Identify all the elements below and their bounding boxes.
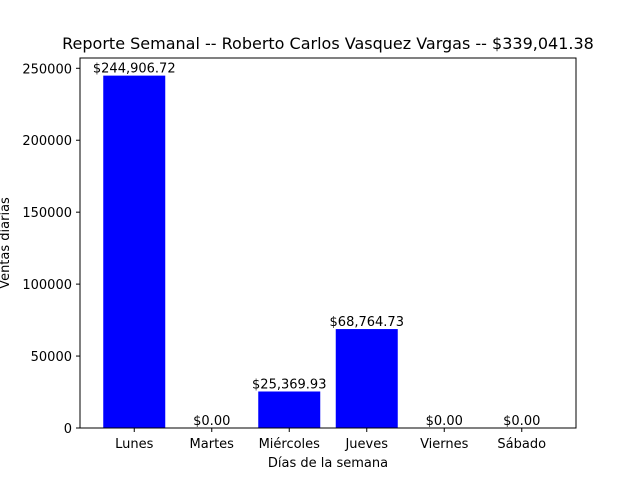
bar-0 (103, 75, 166, 429)
data-label-0: $244,906.72 (93, 62, 176, 77)
bar-3 (335, 329, 398, 428)
y-tick-label-0: 0 (64, 422, 72, 437)
y-axis-label: Ventas diarias (0, 197, 13, 289)
x-tick-label-4: Viernes (420, 437, 469, 452)
y-axis: 0 50000 100000 150000 200000 250000 (22, 62, 80, 437)
data-label-5: $0.00 (503, 414, 540, 429)
data-label-4: $0.00 (426, 414, 463, 429)
x-axis-label: Días de la semana (268, 456, 388, 471)
x-axis: Lunes Martes Miércoles Jueves Viernes Sábado (115, 428, 546, 452)
data-label-2: $25,369.93 (252, 377, 326, 392)
y-tick-label-1: 50000 (31, 350, 72, 365)
y-tick-label-2: 100000 (22, 278, 72, 293)
plot-frame (79, 57, 577, 429)
data-label-3: $68,764.73 (330, 315, 404, 330)
bar-2 (258, 391, 321, 428)
chart-title: Reporte Semanal -- Roberto Carlos Vasque… (62, 34, 594, 53)
bars-group (103, 75, 398, 429)
x-tick-label-2: Miércoles (259, 437, 321, 452)
data-labels-group: $244,906.72 $0.00 $25,369.93 $68,764.73 $0.0… (93, 62, 540, 429)
data-label-1: $0.00 (193, 414, 230, 429)
y-tick-label-5: 250000 (22, 62, 72, 77)
x-tick-label-3: Jueves (344, 437, 388, 452)
y-tick-label-3: 150000 (22, 206, 72, 221)
x-tick-label-0: Lunes (115, 437, 153, 452)
x-tick-label-5: Sábado (497, 437, 546, 452)
x-tick-label-1: Martes (190, 437, 235, 452)
y-tick-label-4: 200000 (22, 134, 72, 149)
